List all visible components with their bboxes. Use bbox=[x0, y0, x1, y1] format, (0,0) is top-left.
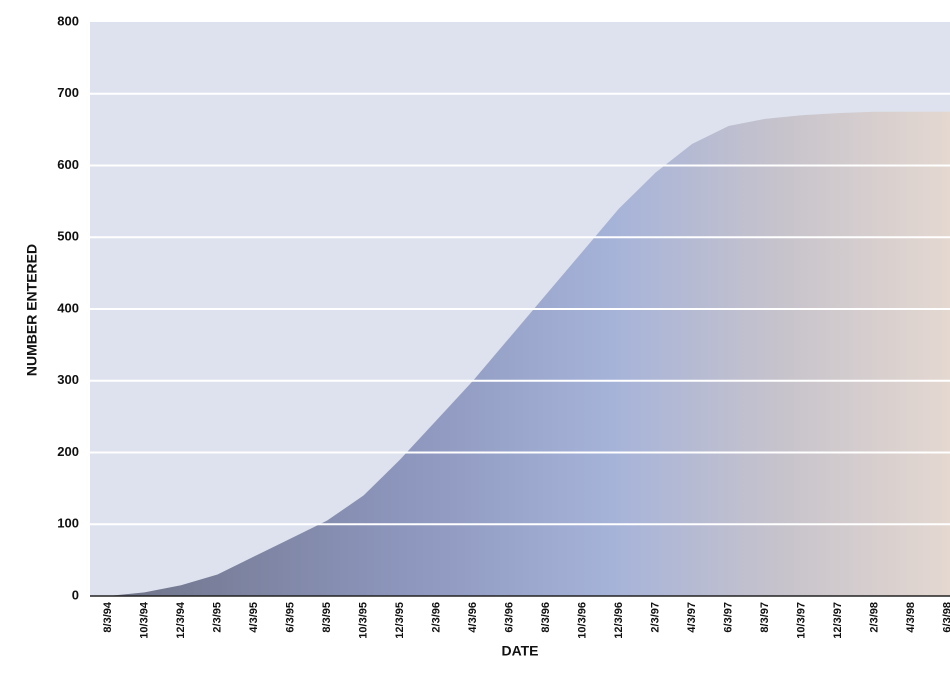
y-axis-label: NUMBER ENTERED bbox=[24, 244, 40, 376]
x-tick-label: 8/3/94 bbox=[102, 601, 114, 632]
y-tick-label: 500 bbox=[57, 229, 79, 244]
x-tick-label: 6/3/97 bbox=[722, 602, 734, 633]
x-tick-label: 4/3/96 bbox=[467, 602, 479, 633]
y-tick-label: 100 bbox=[57, 516, 79, 531]
x-tick-label: 2/3/96 bbox=[430, 602, 442, 633]
x-tick-label: 8/3/97 bbox=[759, 602, 771, 633]
x-tick-label: 12/3/94 bbox=[175, 601, 187, 639]
x-tick-label: 2/3/95 bbox=[211, 602, 223, 633]
y-tick-label: 200 bbox=[57, 444, 79, 459]
x-tick-label: 12/3/97 bbox=[832, 602, 844, 639]
x-tick-label: 6/3/98 bbox=[941, 602, 950, 633]
x-tick-label: 10/3/95 bbox=[357, 602, 369, 639]
x-tick-label: 10/3/94 bbox=[138, 601, 150, 639]
x-tick-label: 6/3/95 bbox=[284, 602, 296, 633]
x-tick-label: 8/3/95 bbox=[321, 602, 333, 633]
x-tick-label: 12/3/95 bbox=[394, 602, 406, 639]
x-tick-label: 6/3/96 bbox=[503, 602, 515, 633]
y-tick-label: 800 bbox=[57, 13, 79, 28]
y-tick-label: 300 bbox=[57, 372, 79, 387]
x-tick-label: 10/3/97 bbox=[795, 602, 807, 639]
x-tick-label: 2/3/98 bbox=[868, 602, 880, 633]
y-tick-label: 600 bbox=[57, 157, 79, 172]
area bbox=[108, 111, 950, 596]
y-tick-label: 700 bbox=[57, 85, 79, 100]
x-tick-label: 10/3/96 bbox=[576, 602, 588, 639]
x-tick-label: 8/3/96 bbox=[540, 602, 552, 633]
x-tick-label: 4/3/95 bbox=[248, 602, 260, 633]
x-tick-label: 4/3/98 bbox=[905, 602, 917, 633]
y-tick-label: 400 bbox=[57, 300, 79, 315]
x-tick-label: 2/3/97 bbox=[649, 602, 661, 633]
x-axis-label: DATE bbox=[501, 643, 538, 659]
y-tick-label: 0 bbox=[72, 587, 79, 602]
x-tick-label: 12/3/96 bbox=[613, 602, 625, 639]
x-tick-label: 4/3/97 bbox=[686, 602, 698, 633]
